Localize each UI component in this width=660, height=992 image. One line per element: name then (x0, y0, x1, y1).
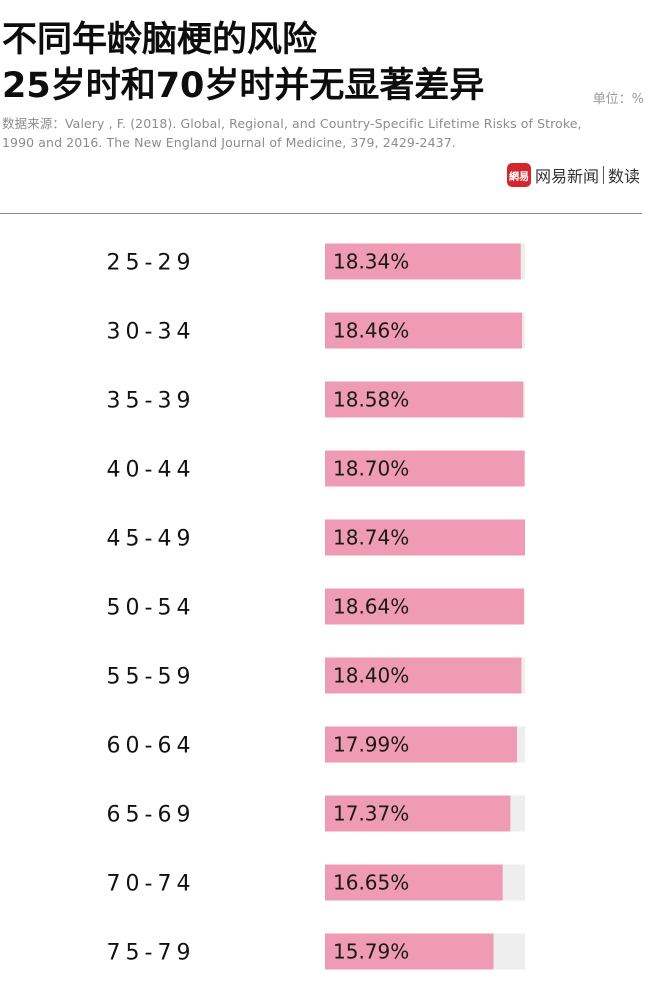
category-label: 45-49 (107, 527, 196, 552)
chart-subtitle: 25岁时和70岁时并无显著差异 (2, 66, 485, 106)
value-label: 16.65% (333, 871, 409, 895)
bar-60-64 (325, 726, 517, 763)
value-label: 18.40% (333, 664, 409, 688)
unit-label: 单位：% (592, 92, 644, 107)
category-label: 70-74 (107, 872, 196, 897)
value-label: 18.74% (333, 526, 409, 550)
data-source: 数据来源：Valery , F. (2018). Global, Regiona… (2, 114, 654, 152)
value-label: 17.37% (333, 802, 409, 826)
brand-name: 网易新闻 (534, 167, 599, 186)
category-label: 55-59 (107, 665, 196, 690)
bar-35-39 (325, 381, 524, 418)
brand-sub: 数读 (607, 167, 640, 186)
source-line-1: 数据来源：Valery , F. (2018). Global, Regiona… (2, 116, 582, 131)
header-divider (0, 213, 642, 214)
value-label: 18.58% (333, 388, 409, 412)
bar-50-54 (325, 588, 524, 625)
bar-30-34 (325, 312, 523, 349)
category-label: 50-54 (107, 596, 196, 621)
category-label: 75-79 (107, 941, 196, 966)
value-label: 18.70% (333, 457, 409, 481)
value-label: 18.34% (333, 250, 409, 274)
category-label: 25-29 (107, 251, 196, 276)
category-label: 30-34 (107, 320, 196, 345)
chart-title: 不同年龄脑梗的风险 (2, 20, 318, 60)
category-label: 65-69 (107, 803, 196, 828)
value-label: 15.79% (333, 940, 409, 964)
value-label: 18.64% (333, 595, 409, 619)
category-label: 60-64 (107, 734, 196, 759)
bar-55-59 (325, 657, 522, 694)
bar-70-74 (325, 864, 503, 901)
category-label: 35-39 (107, 389, 196, 414)
brand: 網易 网易新闻 数读 (506, 163, 640, 187)
category-label: 40-44 (107, 458, 196, 483)
source-line-2: 1990 and 2016. The New England Journal o… (2, 135, 456, 150)
bar-45-49 (325, 519, 525, 556)
value-label: 18.46% (333, 319, 409, 343)
bar-65-69 (325, 795, 511, 832)
value-label: 17.99% (333, 733, 409, 757)
bar-25-29 (325, 243, 521, 280)
bar-40-44 (325, 450, 525, 487)
brand-divider (602, 166, 604, 184)
bar-75-79 (325, 933, 494, 970)
netease-logo-icon: 網易 (506, 163, 531, 187)
